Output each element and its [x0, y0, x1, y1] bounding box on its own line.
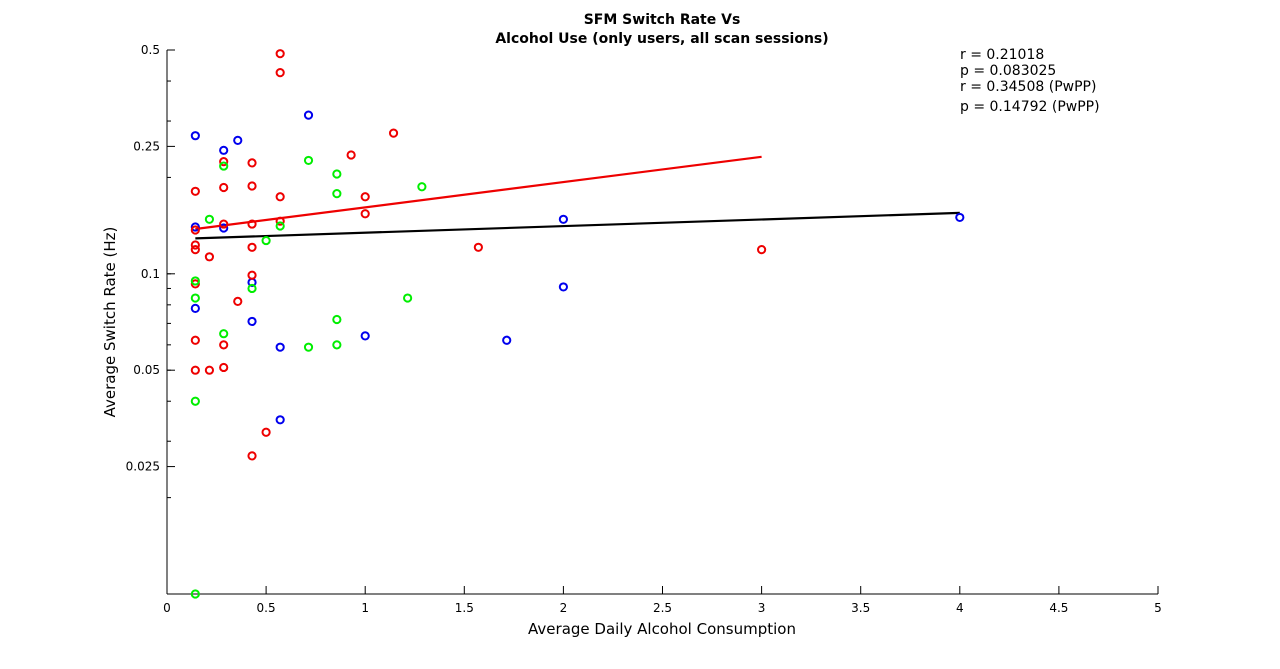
data-point	[190, 276, 200, 286]
data-points	[190, 49, 965, 599]
data-point	[190, 303, 200, 313]
data-point	[247, 242, 257, 252]
fit-line-0	[195, 155, 762, 231]
data-point	[190, 225, 200, 235]
data-point	[219, 182, 229, 193]
data-point	[332, 169, 342, 179]
data-point	[247, 451, 257, 461]
x-tick-label: 3.5	[851, 601, 870, 615]
data-point	[275, 192, 285, 202]
data-point	[757, 245, 767, 255]
data-point	[219, 329, 229, 339]
data-point	[558, 282, 569, 292]
data-point	[190, 131, 200, 141]
data-point	[190, 365, 200, 375]
data-point	[346, 150, 356, 160]
x-tick-label: 0.5	[257, 601, 276, 615]
data-point	[219, 362, 229, 373]
data-point	[247, 283, 257, 294]
data-point	[275, 342, 285, 352]
data-point	[247, 316, 257, 327]
data-point	[190, 240, 200, 250]
fit-line-1	[195, 211, 960, 240]
data-point	[190, 222, 200, 232]
stat-r-pwpp: r = 0.34508 (PwPP)	[960, 79, 1096, 95]
x-tick-label: 2.5	[653, 601, 672, 615]
x-tick-label: 2	[560, 601, 568, 615]
data-point	[332, 189, 342, 199]
data-point	[190, 245, 200, 255]
x-tick-label: 4	[956, 601, 964, 615]
data-point	[275, 67, 285, 78]
data-point	[360, 192, 370, 202]
data-point	[303, 110, 314, 120]
data-point	[190, 589, 200, 599]
data-point	[360, 331, 370, 341]
data-point	[204, 214, 215, 224]
y-tick-label: 0.1	[141, 267, 160, 281]
data-point	[502, 335, 512, 345]
chart-title-line-2: Alcohol Use (only users, all scan sessio…	[495, 31, 828, 47]
stat-r: r = 0.21018	[960, 47, 1044, 63]
data-point	[332, 340, 342, 350]
stat-p: p = 0.083025	[960, 63, 1056, 79]
data-point	[261, 235, 271, 246]
data-point	[233, 135, 243, 146]
data-point	[275, 221, 285, 231]
data-point	[275, 415, 285, 425]
fit-lines	[195, 155, 960, 240]
data-point	[204, 252, 215, 262]
x-tick-label: 3	[758, 601, 766, 615]
data-point	[247, 219, 257, 229]
data-point	[403, 293, 413, 303]
data-point	[417, 182, 427, 192]
x-tick-label: 5	[1154, 601, 1162, 615]
y-tick-label: 0.25	[133, 139, 160, 153]
data-point	[219, 161, 229, 171]
data-point	[190, 293, 200, 303]
data-point	[190, 335, 200, 345]
x-tick-label: 0	[163, 601, 171, 615]
data-point	[190, 279, 200, 289]
x-tick-label: 4.5	[1049, 601, 1068, 615]
data-point	[247, 158, 257, 168]
data-point	[190, 186, 200, 196]
data-point	[261, 427, 271, 437]
data-point	[558, 214, 569, 224]
data-point	[275, 49, 285, 59]
y-tick-label: 0.05	[133, 363, 160, 377]
data-point	[204, 365, 215, 375]
data-point	[219, 223, 229, 233]
data-point	[303, 155, 314, 166]
data-point	[332, 314, 342, 325]
data-point	[388, 128, 399, 138]
chart-title-line-1: SFM Switch Rate Vs	[584, 12, 741, 28]
data-point	[219, 145, 229, 155]
data-point	[247, 270, 257, 280]
data-point	[303, 342, 314, 352]
stat-p-pwpp: p = 0.14792 (PwPP)	[960, 99, 1100, 115]
x-tick-label: 1	[361, 601, 369, 615]
y-tick-label: 0.5	[141, 43, 160, 57]
data-point	[360, 209, 370, 219]
axes: 0 0.5 1 1.5 2 2.5 3 3.5 4 4.5 5 0.025 0.05 0.1 0.25 0.5	[126, 43, 1162, 615]
y-tick-label: 0.025	[126, 460, 160, 474]
data-point	[233, 296, 243, 307]
x-tick-label: 1.5	[455, 601, 474, 615]
data-point	[219, 219, 229, 229]
data-point	[219, 157, 229, 167]
data-point	[275, 216, 285, 226]
data-point	[247, 181, 257, 191]
data-point	[955, 212, 965, 223]
y-axis-label: Average Switch Rate (Hz)	[101, 227, 119, 418]
data-point	[190, 396, 200, 406]
data-point	[473, 242, 483, 252]
data-point	[219, 340, 229, 350]
x-axis-label: Average Daily Alcohol Consumption	[528, 620, 796, 638]
